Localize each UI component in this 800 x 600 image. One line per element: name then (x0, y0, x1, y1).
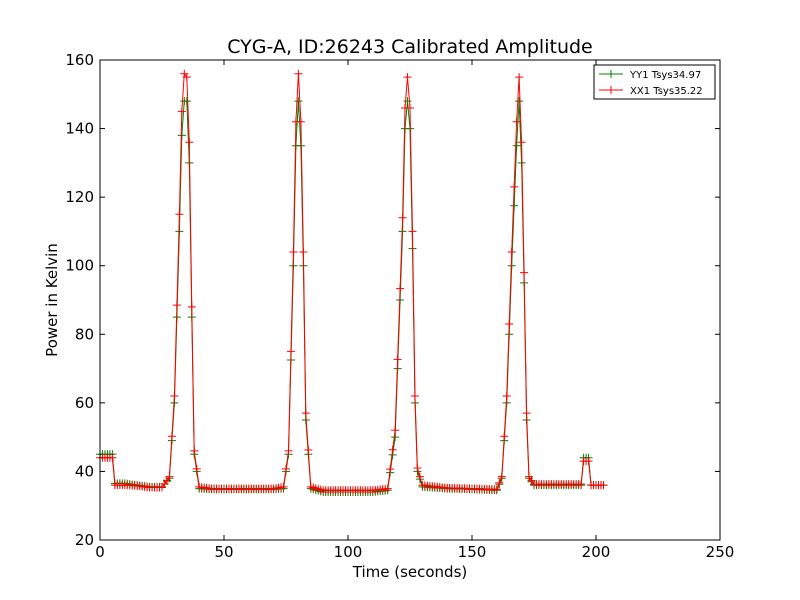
x-tick-label: 0 (95, 543, 105, 561)
legend-swatch-marker (607, 86, 615, 94)
data-point-marker (108, 453, 117, 462)
chart-title: CYG-A, ID:26243 Calibrated Amplitude (227, 36, 592, 58)
data-point-marker (492, 485, 501, 494)
data-point-marker (515, 97, 524, 106)
data-point-marker (507, 248, 516, 256)
y-tick-label: 40 (75, 462, 94, 480)
y-tick-label: 60 (75, 394, 94, 412)
data-point-marker (286, 347, 295, 356)
x-tick-label: 100 (334, 543, 363, 561)
y-tick-label: 160 (65, 51, 94, 69)
series-layer (96, 69, 608, 496)
legend: YY1 Tsys34.97 XX1 Tsys35.22 (593, 64, 716, 100)
data-point-marker (296, 117, 305, 126)
data-point-marker (408, 227, 417, 236)
legend-swatch-marker (607, 70, 615, 78)
data-point-marker (386, 465, 395, 474)
data-point-marker (505, 320, 514, 328)
y-tick-label: 100 (65, 257, 94, 275)
data-point-marker (279, 482, 288, 491)
data-point-marker (403, 73, 412, 82)
data-point-marker (177, 107, 186, 116)
x-tick-label: 250 (706, 543, 735, 561)
data-point-marker (187, 302, 196, 311)
data-point-marker (415, 472, 424, 481)
data-point-marker (500, 432, 509, 441)
data-point-marker (304, 446, 313, 454)
x-tick-label: 200 (582, 543, 611, 561)
plot-area-frame (99, 59, 721, 541)
data-point-marker (192, 464, 201, 473)
y-axis-label: Power in Kelvin (43, 243, 61, 357)
data-point-marker (510, 182, 519, 191)
data-point-marker (301, 409, 310, 418)
data-point-marker (165, 472, 174, 481)
legend-label: XX1 Tsys35.22 (630, 86, 703, 97)
data-point-marker (515, 73, 524, 82)
data-point-marker (182, 97, 191, 106)
data-point-marker (284, 446, 293, 455)
data-point-marker (599, 481, 608, 490)
legend-box (593, 64, 716, 100)
data-point-marker (294, 97, 303, 106)
ticks-layer: 0 50 100 150 200 250 20 40 60 80 100 120 140 160 (65, 51, 734, 561)
y-tick-label: 140 (65, 120, 94, 138)
data-point-marker (512, 141, 521, 150)
data-point-marker (396, 284, 405, 293)
data-point-marker (403, 97, 412, 106)
series-2 (96, 69, 608, 495)
data-point-marker (282, 464, 290, 473)
data-point-marker (495, 478, 504, 487)
data-point-marker (517, 138, 526, 147)
data-point-marker (413, 464, 422, 472)
x-axis-label: Time (seconds) (352, 563, 468, 581)
data-point-marker (383, 484, 392, 493)
legend-label: YY1 Tsys34.97 (629, 70, 701, 81)
data-point-marker (522, 409, 531, 418)
data-point-marker (388, 445, 397, 454)
data-point-marker (410, 392, 419, 400)
data-point-marker (172, 301, 181, 310)
data-point-marker (182, 73, 191, 82)
data-point-marker (391, 426, 400, 435)
data-point-marker (175, 210, 184, 219)
x-tick-label: 50 (214, 543, 233, 561)
y-tick-label: 120 (65, 188, 94, 206)
data-point-marker (185, 138, 194, 147)
y-tick-label: 80 (75, 325, 94, 343)
data-point-marker (502, 392, 511, 400)
data-point-marker (294, 69, 303, 78)
data-point-marker (393, 355, 402, 364)
data-point-marker (391, 433, 400, 442)
data-point-marker (190, 446, 199, 455)
data-point-marker (520, 268, 529, 277)
data-point-marker (584, 457, 593, 466)
data-point-marker (406, 104, 414, 112)
data-point-marker (577, 480, 586, 489)
data-point-marker (289, 248, 298, 256)
data-point-marker (398, 213, 407, 222)
data-point-marker (167, 432, 176, 441)
x-tick-label: 150 (458, 543, 487, 561)
data-point-marker (177, 131, 186, 140)
data-point-marker (170, 392, 179, 400)
data-point-marker (512, 117, 521, 126)
data-point-marker (510, 201, 519, 210)
y-tick-label: 20 (75, 531, 94, 549)
legend-entries: YY1 Tsys34.97 XX1 Tsys35.22 (599, 70, 703, 97)
data-point-marker (299, 248, 308, 256)
data-point-marker (497, 472, 506, 481)
